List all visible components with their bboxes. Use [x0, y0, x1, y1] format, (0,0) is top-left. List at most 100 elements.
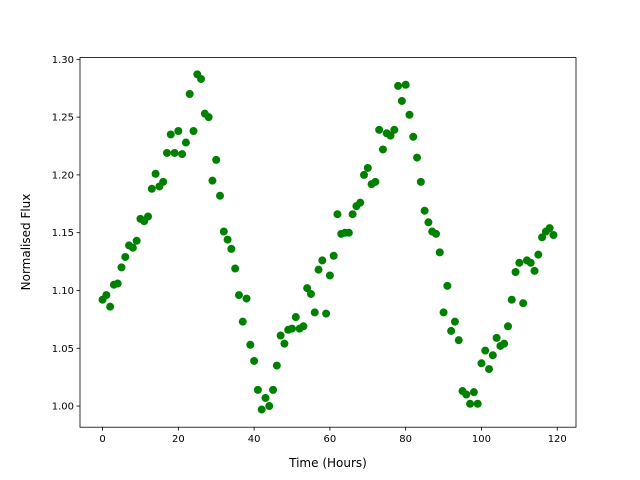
y-tick-label: 1.25 — [52, 113, 74, 124]
y-tick-label: 1.15 — [52, 228, 74, 239]
point — [538, 233, 547, 242]
point — [488, 351, 497, 360]
y-tick-label: 1.00 — [52, 402, 74, 413]
point — [462, 390, 471, 399]
point — [246, 340, 255, 349]
point — [132, 236, 141, 245]
point — [378, 145, 387, 154]
point — [280, 339, 289, 348]
y-axis-label: Normalised Flux — [19, 194, 33, 291]
point — [242, 294, 251, 303]
x-tick-label: 100 — [472, 434, 491, 445]
plot-frame — [79, 57, 577, 428]
point — [473, 399, 482, 408]
point — [356, 198, 365, 207]
point — [507, 295, 516, 304]
point — [231, 264, 240, 273]
point — [344, 228, 353, 237]
point — [492, 333, 501, 342]
point — [219, 227, 228, 236]
point — [530, 266, 539, 275]
point — [291, 313, 300, 322]
point — [325, 271, 334, 280]
x-tick-label: 120 — [548, 434, 567, 445]
point — [151, 169, 160, 178]
point — [303, 284, 312, 293]
point — [549, 231, 558, 240]
point — [322, 309, 331, 318]
point — [276, 331, 285, 340]
point — [223, 235, 232, 244]
point — [159, 177, 168, 186]
point — [394, 81, 403, 90]
y-tick-label: 1.30 — [52, 55, 74, 66]
point — [397, 96, 406, 105]
y-tick-label: 1.05 — [52, 344, 74, 355]
point — [420, 206, 429, 215]
point — [363, 163, 372, 172]
point — [261, 393, 270, 402]
x-tick-label: 80 — [399, 434, 412, 445]
point — [185, 90, 194, 99]
point — [234, 291, 243, 300]
point — [481, 346, 490, 355]
y-tick-label: 1.20 — [52, 170, 74, 181]
point — [447, 326, 456, 335]
point — [208, 176, 217, 185]
point — [253, 385, 262, 394]
point — [227, 244, 236, 253]
point — [269, 385, 278, 394]
point — [454, 336, 463, 345]
point — [519, 299, 528, 308]
point — [216, 191, 225, 200]
point — [534, 250, 543, 259]
point — [174, 126, 183, 135]
point — [485, 365, 494, 374]
point — [359, 170, 368, 179]
point — [106, 302, 115, 311]
point — [128, 243, 137, 252]
point — [318, 256, 327, 265]
point — [178, 150, 187, 159]
x-tick-label: 60 — [324, 434, 337, 445]
point — [503, 322, 512, 331]
point — [102, 291, 111, 300]
point — [390, 125, 399, 134]
point — [477, 359, 486, 368]
point — [250, 356, 259, 365]
x-tick-label: 0 — [99, 434, 105, 445]
point — [545, 224, 554, 233]
point — [450, 317, 459, 326]
point — [144, 212, 153, 221]
point — [147, 184, 156, 193]
point — [511, 267, 520, 276]
x-tick-label: 40 — [248, 434, 261, 445]
point — [405, 110, 414, 119]
point — [466, 399, 475, 408]
point — [439, 308, 448, 317]
point — [333, 210, 342, 219]
point — [409, 132, 418, 141]
point — [170, 148, 179, 157]
point — [435, 248, 444, 257]
point — [121, 252, 130, 261]
point — [189, 126, 198, 135]
point — [431, 229, 440, 238]
point — [204, 113, 213, 122]
point — [371, 177, 380, 186]
point — [113, 279, 122, 288]
point — [413, 153, 422, 162]
point — [329, 251, 338, 260]
point — [375, 125, 384, 134]
x-tick-label: 20 — [172, 434, 185, 445]
point — [515, 258, 524, 267]
point — [299, 322, 308, 331]
point — [348, 210, 357, 219]
point — [416, 177, 425, 186]
point — [162, 148, 171, 157]
point — [386, 131, 395, 140]
point — [212, 155, 221, 164]
point — [469, 388, 478, 397]
point — [117, 263, 126, 272]
